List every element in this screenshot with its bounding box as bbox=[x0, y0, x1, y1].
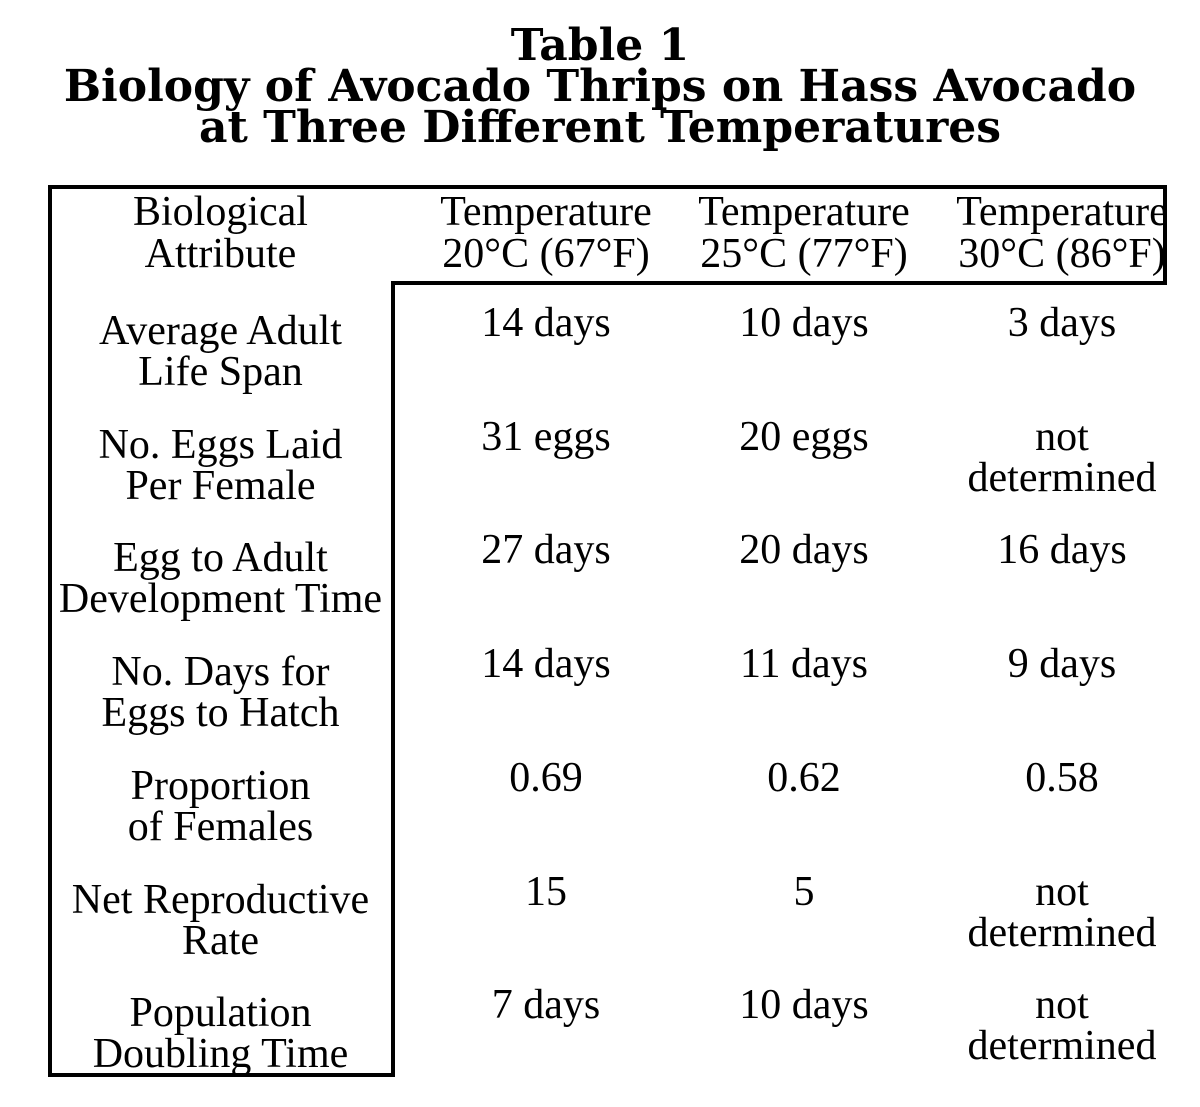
value-text: 31 eggs bbox=[481, 413, 611, 460]
attribute-cell: Proportion of Females bbox=[48, 736, 393, 850]
table-row-adult-life-span: Average Adult Life Span 14 days 10 days … bbox=[48, 281, 1167, 395]
table-title: Table 1 Biology of Avocado Thrips on Has… bbox=[0, 20, 1200, 153]
value-text: 11 days bbox=[740, 641, 868, 688]
value-text: 14 days bbox=[481, 641, 611, 688]
header-cell-temp-25c: Temperature 25°C (77°F) bbox=[651, 185, 910, 281]
value-cell: 10 days bbox=[651, 281, 909, 395]
value-text: 20 days bbox=[739, 527, 869, 574]
value-text: 0.62 bbox=[767, 754, 841, 801]
table-border-top bbox=[48, 185, 1167, 189]
value-cell: 27 days bbox=[393, 508, 651, 622]
value-text: 7 days bbox=[491, 982, 601, 1029]
value-cell: not determined bbox=[909, 963, 1167, 1077]
table-border-left bbox=[48, 185, 52, 1077]
table-rows: Biological Attribute Temperature 20°C (6… bbox=[48, 185, 1168, 1077]
header-temp-25c-label: Temperature 25°C (77°F) bbox=[698, 189, 910, 277]
value-cell: 9 days bbox=[909, 622, 1167, 736]
value-cell: 14 days bbox=[393, 622, 651, 736]
header-cell-attribute: Biological Attribute bbox=[48, 185, 393, 281]
value-text: 27 days bbox=[481, 527, 611, 574]
attribute-cell: Population Doubling Time bbox=[48, 963, 393, 1077]
table-row-proportion-females: Proportion of Females 0.69 0.62 0.58 bbox=[48, 736, 1167, 850]
value-text: not determined bbox=[967, 982, 1157, 1070]
title-line-1: Table 1 bbox=[510, 20, 690, 71]
attribute-cell: Egg to Adult Development Time bbox=[48, 508, 393, 622]
value-text: 0.69 bbox=[509, 754, 583, 801]
attribute-label: Population Doubling Time bbox=[92, 990, 349, 1078]
value-text: 15 bbox=[525, 868, 567, 915]
value-cell: 0.62 bbox=[651, 736, 909, 850]
header-temp-30c-label: Temperature 30°C (86°F) bbox=[956, 189, 1168, 277]
value-cell: 5 bbox=[651, 850, 909, 964]
value-cell: not determined bbox=[909, 395, 1167, 509]
table-header-row: Biological Attribute Temperature 20°C (6… bbox=[48, 185, 1168, 281]
attribute-cell: No. Eggs Laid Per Female bbox=[48, 395, 393, 509]
table-border-bottom bbox=[48, 1073, 395, 1077]
attribute-cell: No. Days for Eggs to Hatch bbox=[48, 622, 393, 736]
value-cell: 7 days bbox=[393, 963, 651, 1077]
value-text: 14 days bbox=[481, 300, 611, 346]
value-text: 3 days bbox=[1007, 300, 1117, 346]
value-cell: 11 days bbox=[651, 622, 909, 736]
table-row-days-to-hatch: No. Days for Eggs to Hatch 14 days 11 da… bbox=[48, 622, 1167, 736]
table-row-population-doubling-time: Population Doubling Time 7 days 10 days … bbox=[48, 963, 1167, 1077]
attribute-label: Net Reproductive Rate bbox=[71, 876, 370, 964]
title-line-3: at Three Different Temperatures bbox=[198, 102, 1002, 153]
value-text: 9 days bbox=[1007, 641, 1117, 688]
header-attribute-label: Biological Attribute bbox=[133, 189, 308, 277]
value-cell: not determined bbox=[909, 850, 1167, 964]
attribute-cell: Net Reproductive Rate bbox=[48, 850, 393, 964]
table-row-net-reproductive-rate: Net Reproductive Rate 15 5 not determine… bbox=[48, 850, 1167, 964]
value-text: 16 days bbox=[997, 527, 1127, 574]
value-cell: 14 days bbox=[393, 281, 651, 395]
title-line-2: Biology of Avocado Thrips on Hass Avocad… bbox=[63, 61, 1137, 112]
attribute-label: Average Adult Life Span bbox=[99, 308, 342, 395]
value-text: not determined bbox=[967, 868, 1157, 956]
value-text: 10 days bbox=[739, 300, 869, 346]
table-border-right-header bbox=[1163, 185, 1167, 285]
table-row-eggs-per-female: No. Eggs Laid Per Female 31 eggs 20 eggs… bbox=[48, 395, 1167, 509]
value-cell: 10 days bbox=[651, 963, 909, 1077]
header-cell-temp-30c: Temperature 30°C (86°F) bbox=[909, 185, 1168, 281]
value-cell: 15 bbox=[393, 850, 651, 964]
value-text: 5 bbox=[793, 868, 815, 915]
attribute-label: No. Eggs Laid Per Female bbox=[98, 421, 343, 509]
value-text: 0.58 bbox=[1025, 754, 1099, 801]
value-cell: 0.69 bbox=[393, 736, 651, 850]
attribute-label: Egg to Adult Development Time bbox=[58, 535, 383, 623]
value-cell: 20 days bbox=[651, 508, 909, 622]
value-cell: 16 days bbox=[909, 508, 1167, 622]
table-border-inner-vertical bbox=[391, 281, 395, 1077]
value-text: 10 days bbox=[739, 982, 869, 1029]
attribute-label: No. Days for Eggs to Hatch bbox=[101, 649, 340, 737]
header-cell-temp-20c: Temperature 20°C (67°F) bbox=[393, 185, 652, 281]
header-temp-20c-label: Temperature 20°C (67°F) bbox=[440, 189, 652, 277]
attribute-cell: Average Adult Life Span bbox=[48, 281, 393, 395]
table-row-egg-to-adult-time: Egg to Adult Development Time 27 days 20… bbox=[48, 508, 1167, 622]
value-cell: 31 eggs bbox=[393, 395, 651, 509]
data-table: Biological Attribute Temperature 20°C (6… bbox=[48, 185, 1168, 1077]
value-text: 20 eggs bbox=[739, 413, 869, 460]
attribute-label: Proportion of Females bbox=[127, 762, 314, 850]
value-cell: 3 days bbox=[909, 281, 1167, 395]
value-cell: 0.58 bbox=[909, 736, 1167, 850]
value-text: not determined bbox=[967, 413, 1157, 501]
table-border-header-bottom bbox=[391, 281, 1167, 285]
value-cell: 20 eggs bbox=[651, 395, 909, 509]
